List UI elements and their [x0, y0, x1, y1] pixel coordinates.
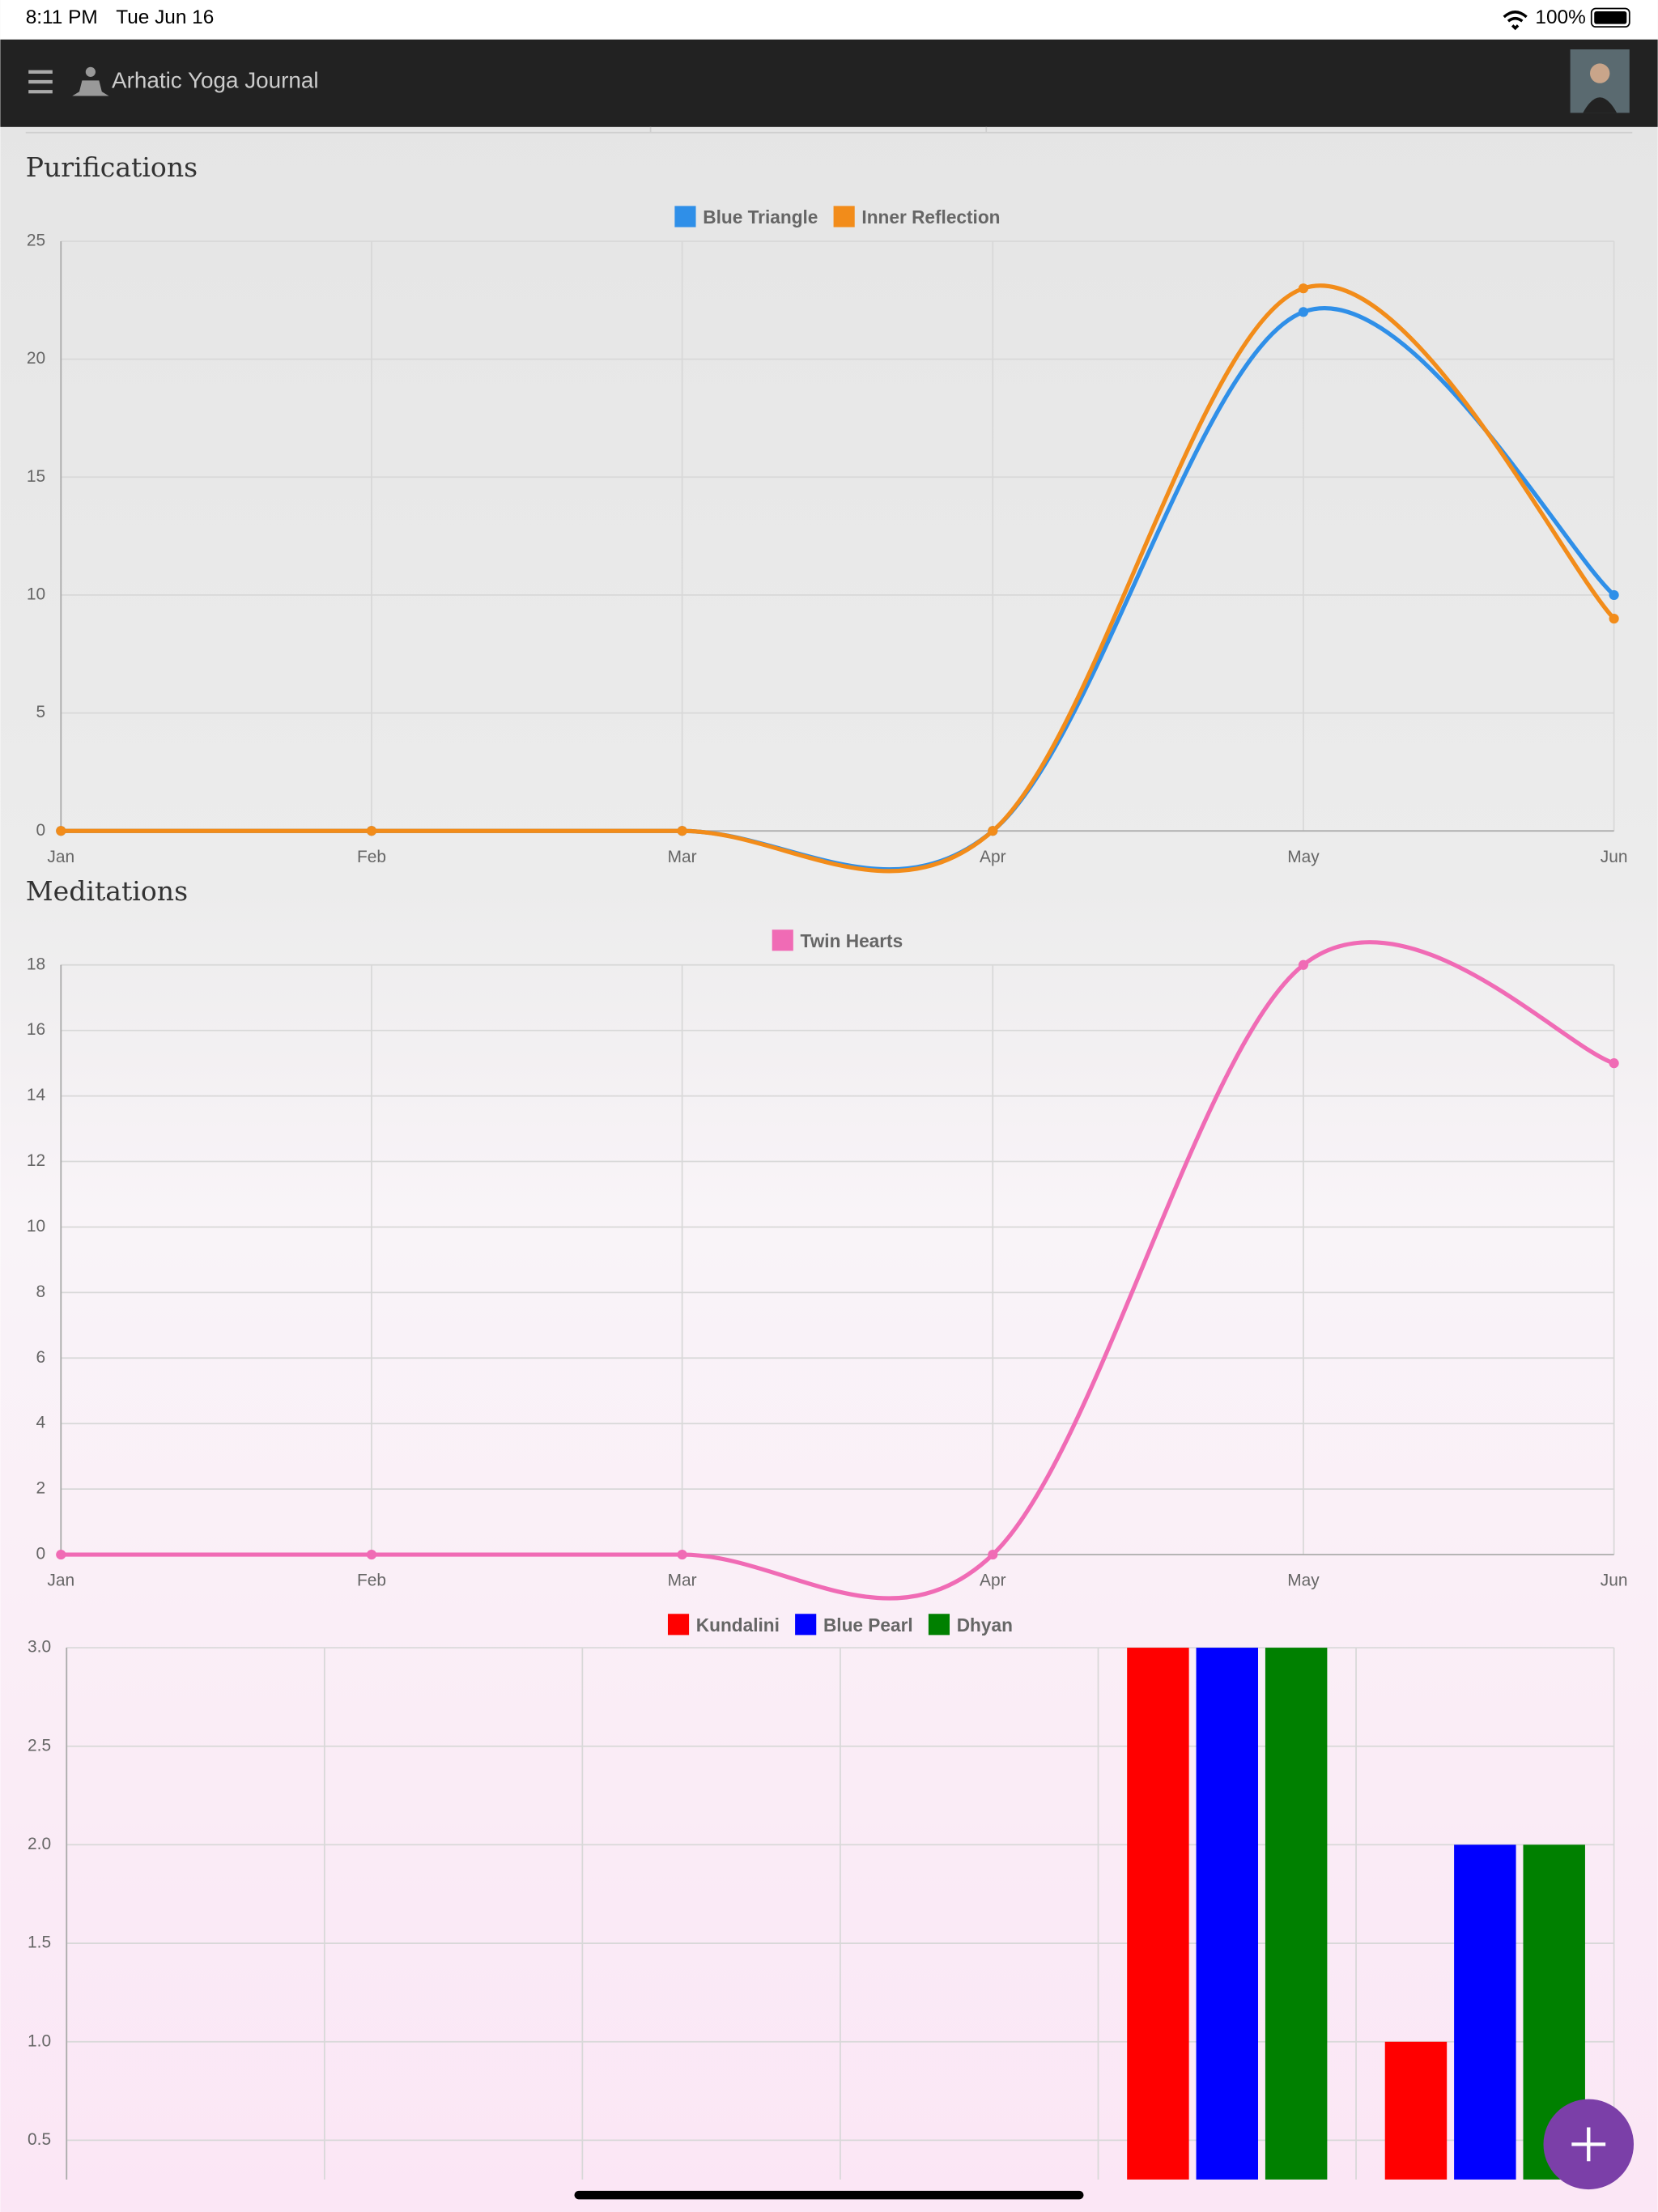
- x-tick-label: May: [1287, 848, 1320, 866]
- y-tick-label: 20: [27, 349, 45, 368]
- legend-label: Twin Hearts: [801, 930, 903, 951]
- app-logo: [72, 66, 109, 96]
- y-tick-label: 2.0: [28, 1835, 51, 1853]
- legend-swatch: [795, 1614, 817, 1636]
- app-bar: [0, 39, 1658, 127]
- y-tick-label: 10: [27, 585, 45, 603]
- data-point: [1298, 283, 1309, 294]
- legend-label: Blue Pearl: [823, 1614, 913, 1636]
- x-tick-label: May: [1287, 1572, 1320, 1590]
- bar: [1454, 1844, 1516, 2180]
- y-tick-label: 25: [27, 231, 45, 249]
- status-date: Tue Jun 16: [116, 6, 214, 28]
- data-point: [56, 1549, 66, 1560]
- legend-swatch: [667, 1614, 690, 1636]
- bar: [1265, 1648, 1328, 2180]
- bar: [1196, 1648, 1259, 2180]
- bar: [1384, 2041, 1448, 2180]
- chart-title: Meditations: [26, 875, 188, 907]
- data-point: [988, 826, 998, 836]
- data-point: [1298, 959, 1309, 970]
- data-point: [988, 1549, 998, 1560]
- y-tick-label: 0.5: [28, 2130, 51, 2149]
- x-tick-label: Jan: [47, 848, 74, 866]
- y-tick-label: 3.0: [28, 1638, 51, 1657]
- y-tick-label: 14: [27, 1086, 45, 1104]
- add-button[interactable]: [1543, 2099, 1635, 2190]
- legend-swatch: [772, 929, 793, 951]
- x-tick-label: Mar: [668, 1572, 697, 1590]
- status-time: 8:11 PM: [26, 6, 98, 28]
- home-indicator: [574, 2190, 1084, 2200]
- legend-swatch: [833, 206, 855, 228]
- chart-title: Purifications: [26, 151, 198, 183]
- y-tick-label: 18: [27, 955, 45, 973]
- y-tick-label: 1.5: [28, 1933, 51, 1952]
- y-tick-label: 8: [36, 1283, 46, 1301]
- y-tick-label: 6: [36, 1348, 46, 1367]
- y-tick-label: 0: [36, 1545, 46, 1563]
- avatar-body: [1583, 97, 1618, 113]
- legend-label: Blue Triangle: [703, 206, 818, 228]
- x-tick-label: Jun: [1601, 1572, 1628, 1590]
- data-point: [677, 1549, 687, 1560]
- data-point: [1609, 613, 1619, 624]
- legend-swatch: [928, 1614, 950, 1636]
- status-bar: [0, 0, 1658, 40]
- y-tick-label: 15: [27, 467, 45, 486]
- x-tick-label: Feb: [357, 1572, 386, 1590]
- y-tick-label: 12: [27, 1151, 45, 1170]
- battery-fill: [1594, 11, 1627, 24]
- legend-label: Inner Reflection: [861, 206, 1000, 228]
- menu-button[interactable]: [28, 70, 53, 94]
- data-point: [1298, 307, 1309, 317]
- chart: [56, 240, 1619, 874]
- legend-label: Kundalini: [696, 1614, 780, 1636]
- data-point: [56, 826, 66, 836]
- app-title: Arhatic Yoga Journal: [112, 67, 319, 92]
- chart: [66, 1647, 1615, 2180]
- legend: Twin Hearts: [772, 929, 903, 951]
- x-tick-label: Feb: [357, 848, 386, 866]
- x-tick-label: Jun: [1601, 848, 1628, 866]
- battery-icon: [1590, 7, 1630, 28]
- x-tick-label: Jan: [47, 1572, 74, 1590]
- data-point: [366, 826, 377, 836]
- battery-level: 100%: [1535, 6, 1585, 28]
- charts: Purifications Blue Triangle Inner Reflecti…: [26, 151, 1628, 2180]
- data-point: [1609, 589, 1619, 601]
- y-tick-label: 16: [27, 1020, 45, 1039]
- legend-label: Dhyan: [957, 1614, 1013, 1636]
- data-point: [677, 826, 687, 836]
- tab-strip: [25, 126, 1633, 134]
- y-tick-label: 0: [36, 821, 46, 840]
- avatar-face: [1589, 63, 1610, 83]
- y-tick-label: 2.5: [28, 1736, 51, 1755]
- y-tick-label: 5: [36, 703, 46, 721]
- x-tick-label: Apr: [980, 1572, 1006, 1590]
- legend: Kundalini Blue Pearl Dhyan: [667, 1614, 1013, 1636]
- y-tick-label: 1.0: [28, 2031, 51, 2050]
- wifi-icon: [1503, 11, 1528, 31]
- data-point: [1609, 1058, 1619, 1069]
- bar: [1127, 1648, 1189, 2180]
- data-point: [366, 1549, 377, 1560]
- x-tick-label: Mar: [668, 848, 697, 866]
- y-tick-label: 10: [27, 1217, 45, 1236]
- y-tick-label: 2: [36, 1479, 46, 1498]
- x-tick-label: Apr: [980, 848, 1006, 866]
- legend-swatch: [674, 206, 696, 228]
- chart: [56, 940, 1619, 1601]
- y-tick-label: 4: [36, 1414, 46, 1432]
- legend: Blue Triangle Inner Reflection: [674, 206, 1001, 228]
